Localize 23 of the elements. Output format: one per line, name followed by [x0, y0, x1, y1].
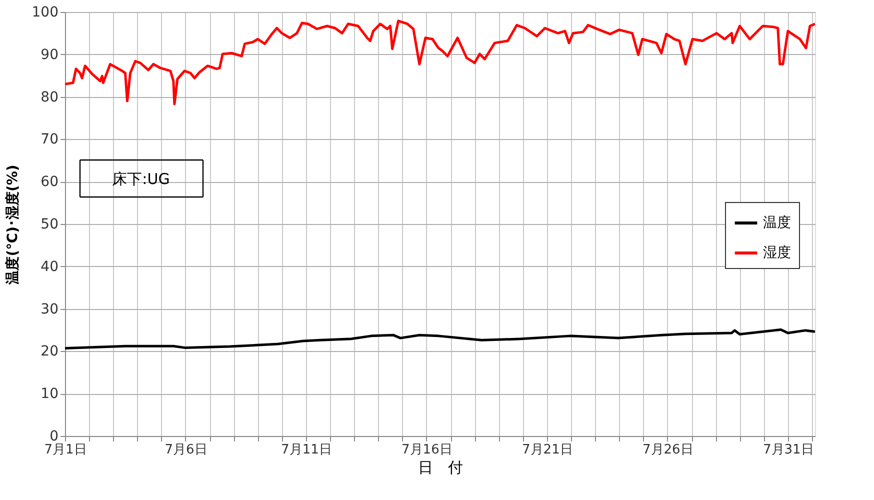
y-tick-label: 90 — [40, 46, 58, 63]
x-tick-label: 7月6日 — [164, 442, 208, 458]
y-tick-label: 100 — [32, 4, 58, 20]
x-tick-label: 7月21日 — [522, 442, 573, 458]
x-tick-label: 7月31日 — [762, 442, 814, 458]
annotation: 床下:UG — [112, 170, 170, 188]
y-tick-label: 60 — [40, 174, 58, 190]
y-tick-label: 40 — [40, 258, 58, 275]
legend-label: 温度 — [763, 215, 791, 231]
x-tick-label: 7月1日 — [44, 442, 87, 458]
y-tick-label: 70 — [40, 132, 58, 148]
y-tick-label: 0 — [50, 428, 58, 444]
y-tick-label: 20 — [40, 344, 58, 360]
y-tick-label: 50 — [40, 216, 58, 232]
y-tick-label: 30 — [40, 301, 58, 318]
x-tick-label: 7月16日 — [402, 442, 452, 458]
x-axis-title: 日 付 — [418, 458, 463, 476]
legend-label: 湿度 — [763, 245, 791, 261]
y-tick-label: 80 — [40, 89, 58, 106]
x-tick-label: 7月11日 — [281, 442, 332, 458]
x-tick-label: 7月26日 — [642, 442, 694, 458]
y-axis-title: 温度(℃)･湿度(%) — [4, 164, 21, 286]
y-tick-label: 10 — [40, 386, 58, 402]
